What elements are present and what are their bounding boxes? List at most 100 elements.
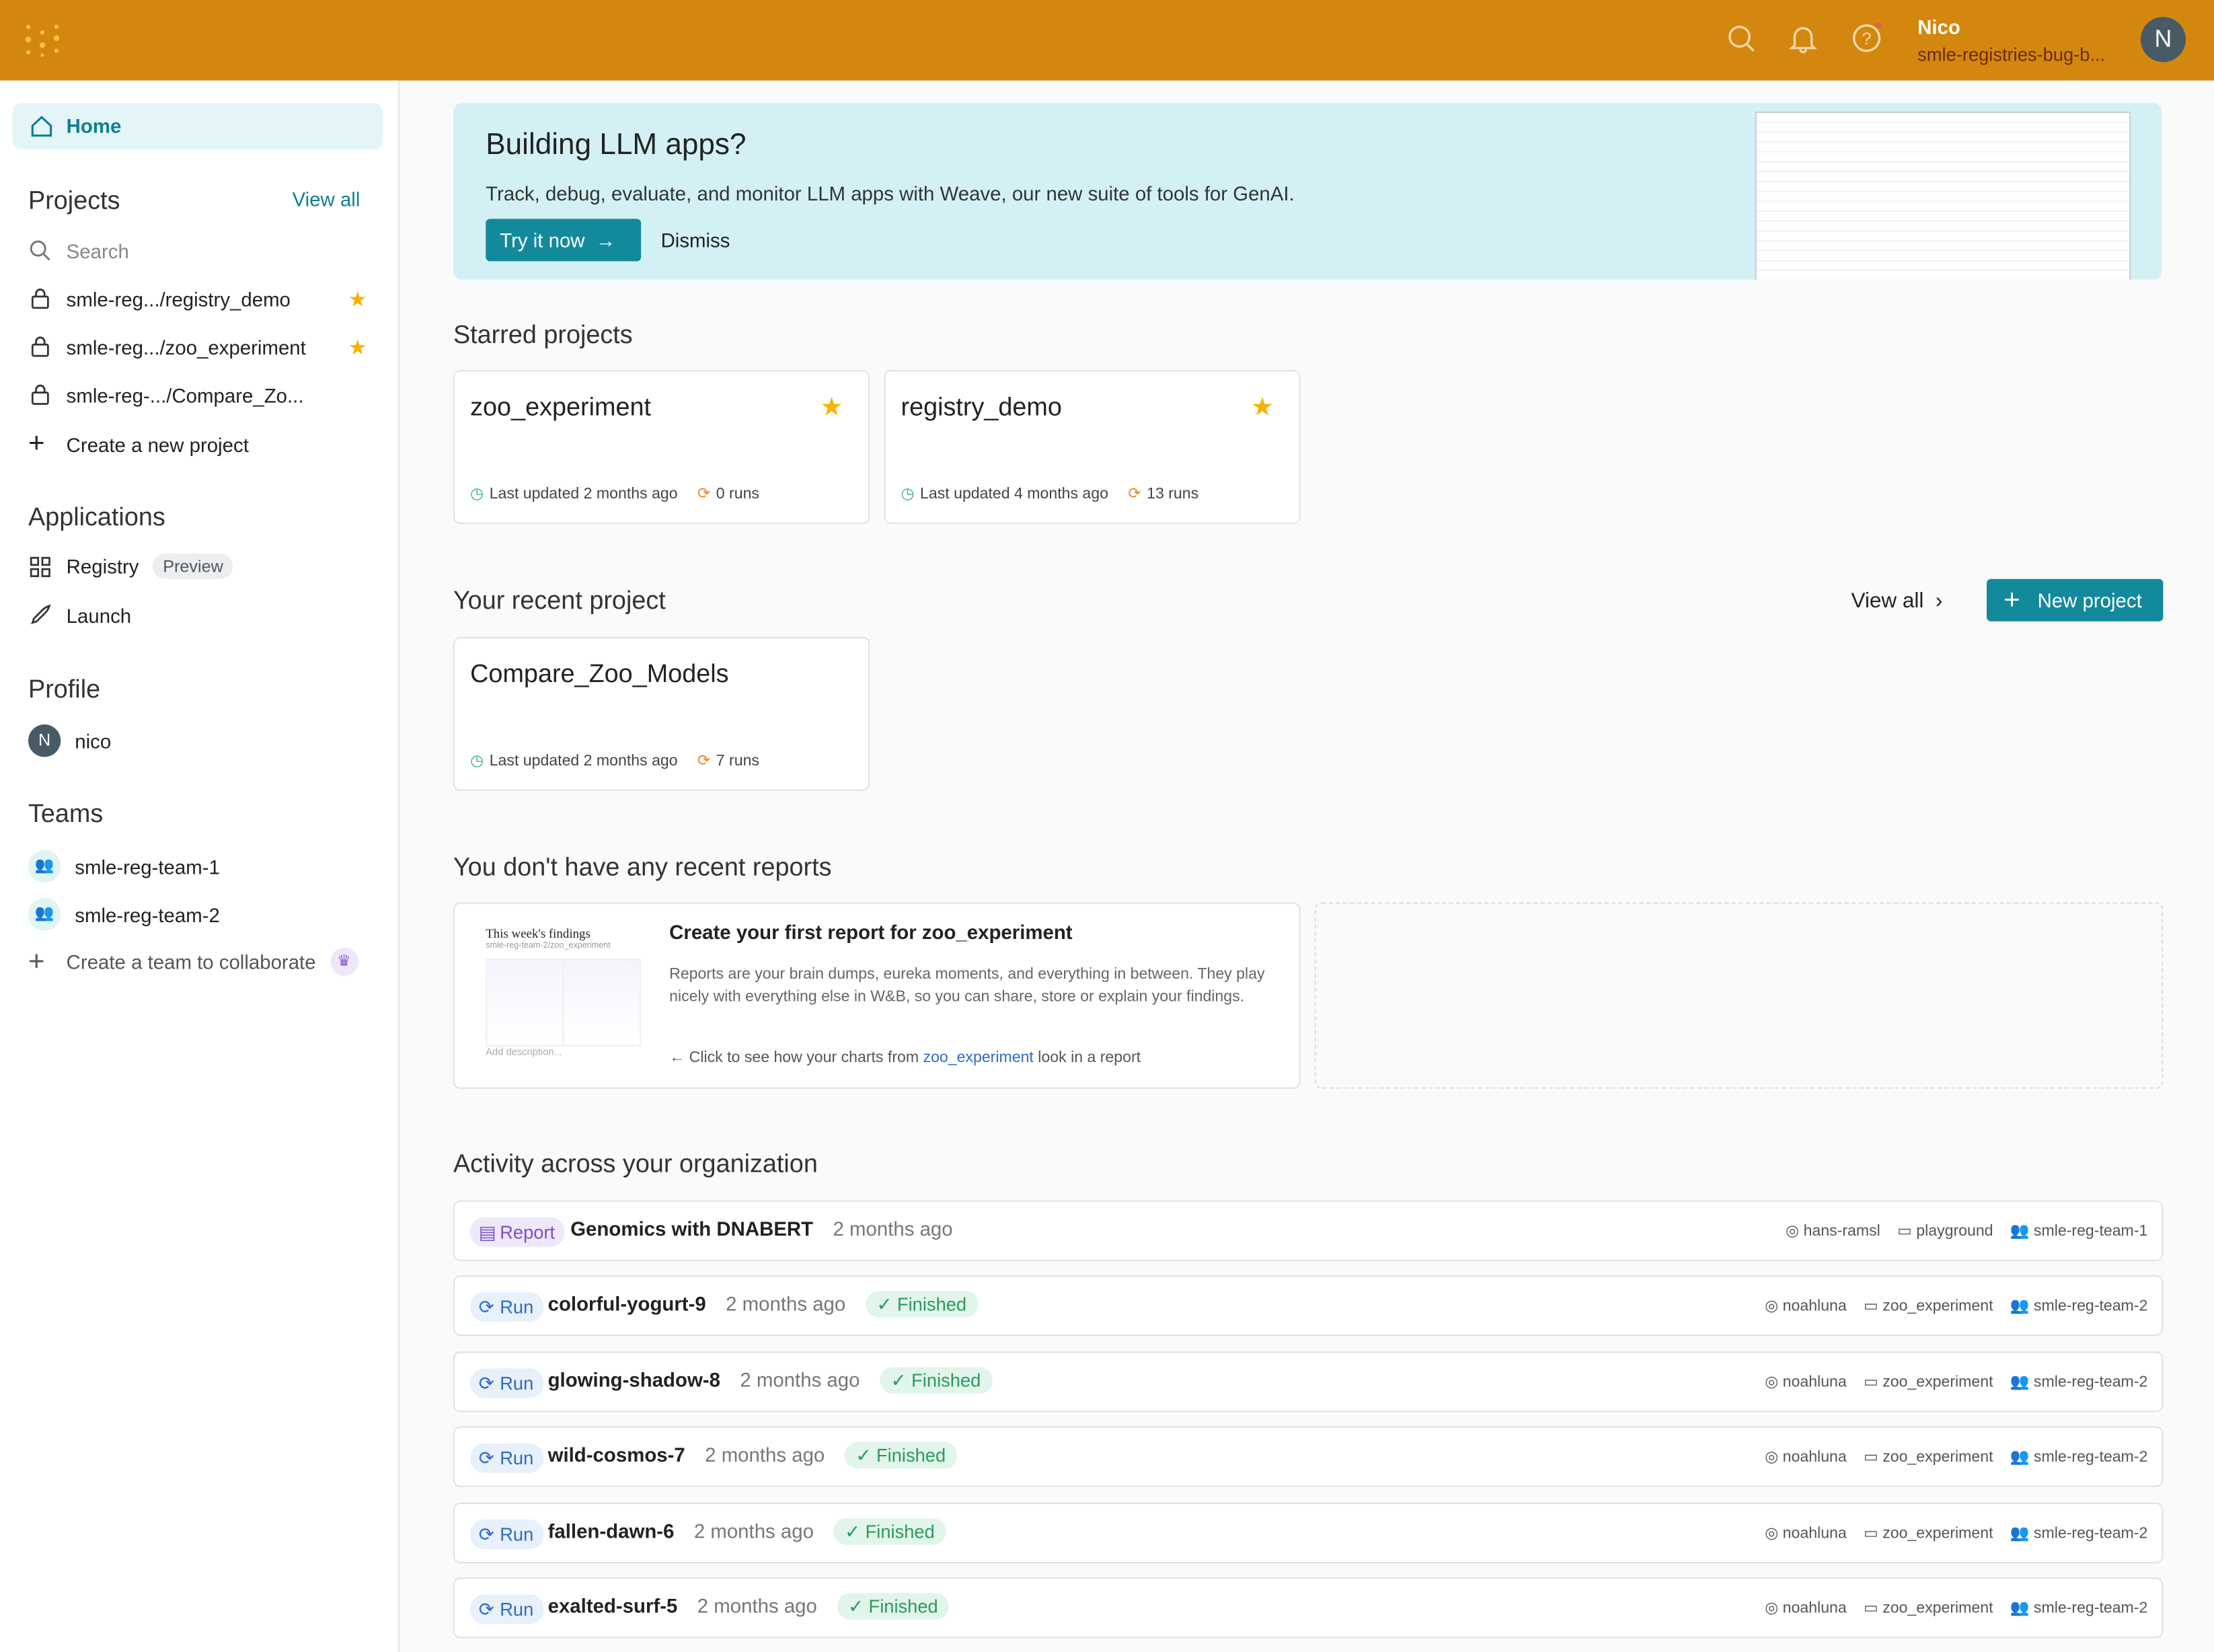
user-link[interactable]: ◎ noahluna [1765,1449,1847,1466]
activity-row[interactable]: ▤ Report Genomics with DNABERT 2 months ago… [453,1200,2164,1261]
zoo-experiment-link[interactable]: zoo_experiment [923,1049,1034,1067]
project-link[interactable]: ▭ zoo_experiment [1863,1298,1993,1316]
recent-heading: Your recent project [453,586,666,615]
user-link[interactable]: ◎ hans-ramsl [1786,1223,1880,1240]
activity-row[interactable]: ⟳ Run wild-cosmos-7 2 months ago ✓ Finished ◎… [453,1426,2164,1488]
type-label: Run [500,1372,534,1394]
team-link[interactable]: 👥 smle-reg-team-2 [2010,1298,2148,1316]
star-icon[interactable]: ★ [348,335,367,360]
report-thumbnail-charts [486,959,642,1047]
weave-screenshot-image [1755,111,2131,280]
project-name: registry_demo [901,392,1062,421]
runs-icon: ⟳ [1128,486,1141,503]
create-report-card[interactable]: This week's findings smle-reg-team-2/zoo… [453,902,1301,1089]
user-link[interactable]: ◎ noahluna [1765,1524,1847,1542]
team-link[interactable]: 👥 smle-reg-team-2 [2010,1524,2148,1542]
activity-name[interactable]: wild-cosmos-7 [547,1443,685,1466]
project-link[interactable]: ▭ playground [1897,1223,1993,1240]
org-name[interactable]: smle-registries-bug-b... [1917,44,2106,65]
sidebar-team-item[interactable]: 👥 smle-reg-team-2 [28,898,367,931]
activity-name[interactable]: fallen-dawn-6 [547,1519,675,1542]
activity-row[interactable]: ⟳ Run fallen-dawn-6 2 months ago ✓ Finished ◎… [453,1502,2164,1563]
runs-count: 13 runs [1147,485,1199,502]
report-link-text: ← Click to see how your charts from zoo_… [669,1049,1141,1066]
create-team-link[interactable]: + Create a team to collaborate ♛ [28,947,367,976]
last-updated: Last updated 2 months ago [489,751,678,769]
activity-type-badge: ⟳ Run [470,1519,544,1549]
projects-view-all-link[interactable]: View all [292,188,360,211]
avatar[interactable]: N [2140,17,2186,63]
bell-icon[interactable] [1788,23,1819,54]
activity-row[interactable]: ⟳ Run glowing-shadow-8 2 months ago ✓ Finish… [453,1351,2164,1413]
new-project-button[interactable]: + New project [1986,578,2164,622]
user-link[interactable]: ◎ noahluna [1765,1600,1847,1617]
project-meta: ◷ Last updated 4 months ago ⟳ 13 runs [901,484,1198,502]
sidebar-item-home[interactable]: Home [12,103,383,150]
team-label: smle-reg-team-2 [2033,1449,2148,1466]
sidebar-item-registry[interactable]: Registry Preview [28,554,367,579]
sidebar-item-launch[interactable]: Launch [28,603,367,627]
clock-icon: ◷ [470,753,484,770]
banner-title: Building LLM apps? [486,128,747,161]
profile-avatar: N [28,724,61,757]
view-all-label: View all [1851,589,1924,613]
team-label: smle-reg-team-1 [2033,1223,2148,1240]
runs-icon: ⟳ [697,486,711,503]
team-label: smle-reg-team-1 [75,855,220,878]
starred-project-card[interactable]: registry_demo ★ ◷ Last updated 4 months ago… [884,370,1301,524]
star-icon[interactable]: ★ [348,287,367,311]
report-icon: ▤ [478,1222,496,1243]
team-label: smle-reg-team-2 [2033,1524,2148,1542]
lock-icon [31,289,49,309]
last-updated: Last updated 2 months ago [489,485,678,502]
banner-text: Track, debug, evaluate, and monitor LLM … [486,182,1295,205]
user-name[interactable]: Nico [1917,15,1960,38]
user-link[interactable]: ◎ noahluna [1765,1374,1847,1391]
activity-type-badge: ⟳ Run [470,1594,544,1624]
plus-icon: + [2003,585,2020,616]
dismiss-button[interactable]: Dismiss [660,229,730,252]
project-link[interactable]: ▭ zoo_experiment [1863,1374,1993,1391]
team-link[interactable]: 👥 smle-reg-team-2 [2010,1374,2148,1391]
activity-name[interactable]: colorful-yogurt-9 [547,1292,706,1316]
activity-type-badge: ⟳ Run [470,1443,544,1474]
recent-project-card[interactable]: Compare_Zoo_Models ◷ Last updated 2 month… [453,636,870,791]
help-icon[interactable]: ? [1851,22,1882,54]
user-label: noahluna [1782,1524,1847,1542]
activity-row[interactable]: ⟳ Run exalted-surf-5 2 months ago ✓ Finished… [453,1577,2164,1639]
create-project-label: Create a new project [66,433,249,456]
team-icon: 👥 [28,850,61,883]
user-label: noahluna [1782,1600,1847,1617]
project-search-input[interactable]: Search [28,239,367,263]
starred-project-card[interactable]: zoo_experiment ★ ◷ Last updated 2 months ag… [453,370,870,524]
create-project-link[interactable]: + Create a new project [28,429,367,457]
starred-heading: Starred projects [453,320,633,349]
activity-row[interactable]: ⟳ Run colorful-yogurt-9 2 months ago ✓ Finis… [453,1275,2164,1337]
team-link[interactable]: 👥 smle-reg-team-2 [2010,1449,2148,1466]
sidebar-team-item[interactable]: 👥 smle-reg-team-1 [28,850,367,883]
team-link[interactable]: 👥 smle-reg-team-1 [2010,1223,2148,1240]
profile-heading: Profile [28,675,101,704]
sidebar-project-item[interactable]: smle-reg.../zoo_experiment ★ [28,335,367,359]
project-link[interactable]: ▭ zoo_experiment [1863,1524,1993,1542]
sidebar-project-item[interactable]: smle-reg.../registry_demo ★ [28,287,367,311]
wandb-logo[interactable] [23,20,63,59]
activity-name[interactable]: Genomics with DNABERT [570,1217,814,1240]
recent-view-all-link[interactable]: View all › [1851,589,1942,613]
star-icon[interactable]: ★ [1250,392,1274,421]
project-link[interactable]: ▭ zoo_experiment [1863,1449,1993,1466]
project-link[interactable]: ▭ zoo_experiment [1863,1600,1993,1617]
try-it-now-button[interactable]: Try it now → [486,219,642,262]
activity-name[interactable]: exalted-surf-5 [547,1594,678,1617]
activity-name[interactable]: glowing-shadow-8 [547,1367,720,1391]
star-icon[interactable]: ★ [820,392,843,421]
search-icon[interactable] [1726,23,1757,54]
team-link[interactable]: 👥 smle-reg-team-2 [2010,1600,2148,1617]
user-link[interactable]: ◎ noahluna [1765,1298,1847,1316]
runs-count: 7 runs [716,751,759,769]
sidebar-project-item[interactable]: smle-reg-.../Compare_Zo... [28,383,367,407]
project-label: smle-reg.../zoo_experiment [66,335,306,359]
main-content: Building LLM apps? Track, debug, evaluat… [399,81,2214,1652]
status-badge: ✓ Finished [837,1593,950,1620]
